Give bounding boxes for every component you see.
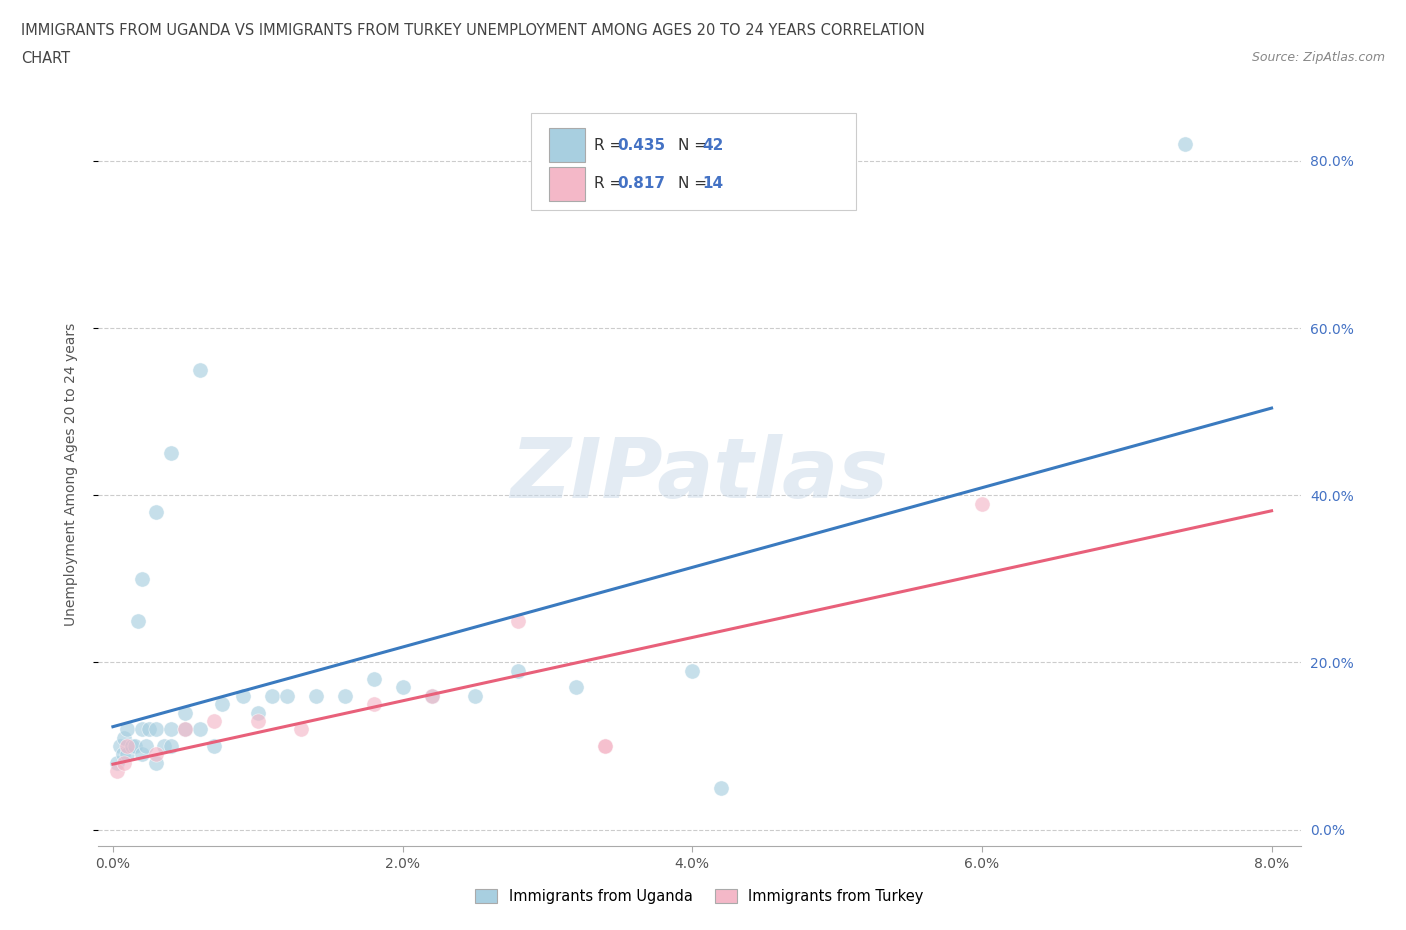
Point [595, 738, 617, 753]
Point [1174, 137, 1197, 152]
FancyBboxPatch shape [550, 167, 585, 201]
Point [174, 722, 197, 737]
Point [114, 755, 136, 770]
Point [391, 680, 413, 695]
Text: N =: N = [678, 138, 711, 153]
Point [105, 755, 128, 770]
Text: Source: ZipAtlas.com: Source: ZipAtlas.com [1251, 51, 1385, 64]
Point [138, 722, 160, 737]
Point [131, 571, 153, 586]
Text: CHART: CHART [21, 51, 70, 66]
Text: 42: 42 [702, 138, 723, 153]
Point [232, 688, 254, 703]
Point [145, 504, 167, 519]
Point [333, 688, 356, 703]
Point [127, 613, 149, 628]
FancyBboxPatch shape [531, 113, 856, 210]
Point [160, 722, 183, 737]
Point [464, 688, 486, 703]
Point [595, 738, 617, 753]
Point [145, 747, 167, 762]
Point [246, 713, 269, 728]
Point [145, 755, 167, 770]
Point [246, 705, 269, 720]
Point [290, 722, 312, 737]
Point [363, 697, 385, 711]
Point [105, 764, 128, 778]
Point [135, 738, 157, 753]
Point [160, 738, 183, 753]
Legend: Immigrants from Uganda, Immigrants from Turkey: Immigrants from Uganda, Immigrants from … [470, 883, 929, 910]
Point [117, 722, 139, 737]
Point [262, 688, 284, 703]
Point [114, 730, 136, 745]
Text: ZIPatlas: ZIPatlas [510, 433, 889, 515]
Point [174, 705, 197, 720]
Point [131, 747, 153, 762]
Point [305, 688, 328, 703]
Point [202, 713, 225, 728]
Text: R =: R = [593, 138, 627, 153]
Point [131, 722, 153, 737]
Point [211, 697, 233, 711]
Text: 0.435: 0.435 [617, 138, 666, 153]
Point [174, 722, 197, 737]
Text: N =: N = [678, 177, 711, 192]
FancyBboxPatch shape [550, 128, 585, 162]
Point [121, 738, 143, 753]
Point [363, 671, 385, 686]
Point [565, 680, 588, 695]
Point [681, 663, 703, 678]
Point [420, 688, 443, 703]
Point [145, 722, 167, 737]
Y-axis label: Unemployment Among Ages 20 to 24 years: Unemployment Among Ages 20 to 24 years [63, 323, 77, 626]
Point [420, 688, 443, 703]
Text: R =: R = [593, 177, 627, 192]
Point [202, 738, 225, 753]
Point [276, 688, 298, 703]
Point [117, 747, 139, 762]
Point [108, 738, 131, 753]
Text: 14: 14 [702, 177, 723, 192]
Point [117, 738, 139, 753]
Text: IMMIGRANTS FROM UGANDA VS IMMIGRANTS FROM TURKEY UNEMPLOYMENT AMONG AGES 20 TO 2: IMMIGRANTS FROM UGANDA VS IMMIGRANTS FRO… [21, 23, 925, 38]
Point [160, 446, 183, 461]
Point [188, 722, 211, 737]
Point [508, 613, 530, 628]
Point [970, 496, 993, 511]
Text: 0.817: 0.817 [617, 177, 665, 192]
Point [124, 738, 146, 753]
Point [112, 747, 135, 762]
Point [710, 780, 733, 795]
Point [188, 363, 211, 378]
Point [152, 738, 174, 753]
Point [508, 663, 530, 678]
